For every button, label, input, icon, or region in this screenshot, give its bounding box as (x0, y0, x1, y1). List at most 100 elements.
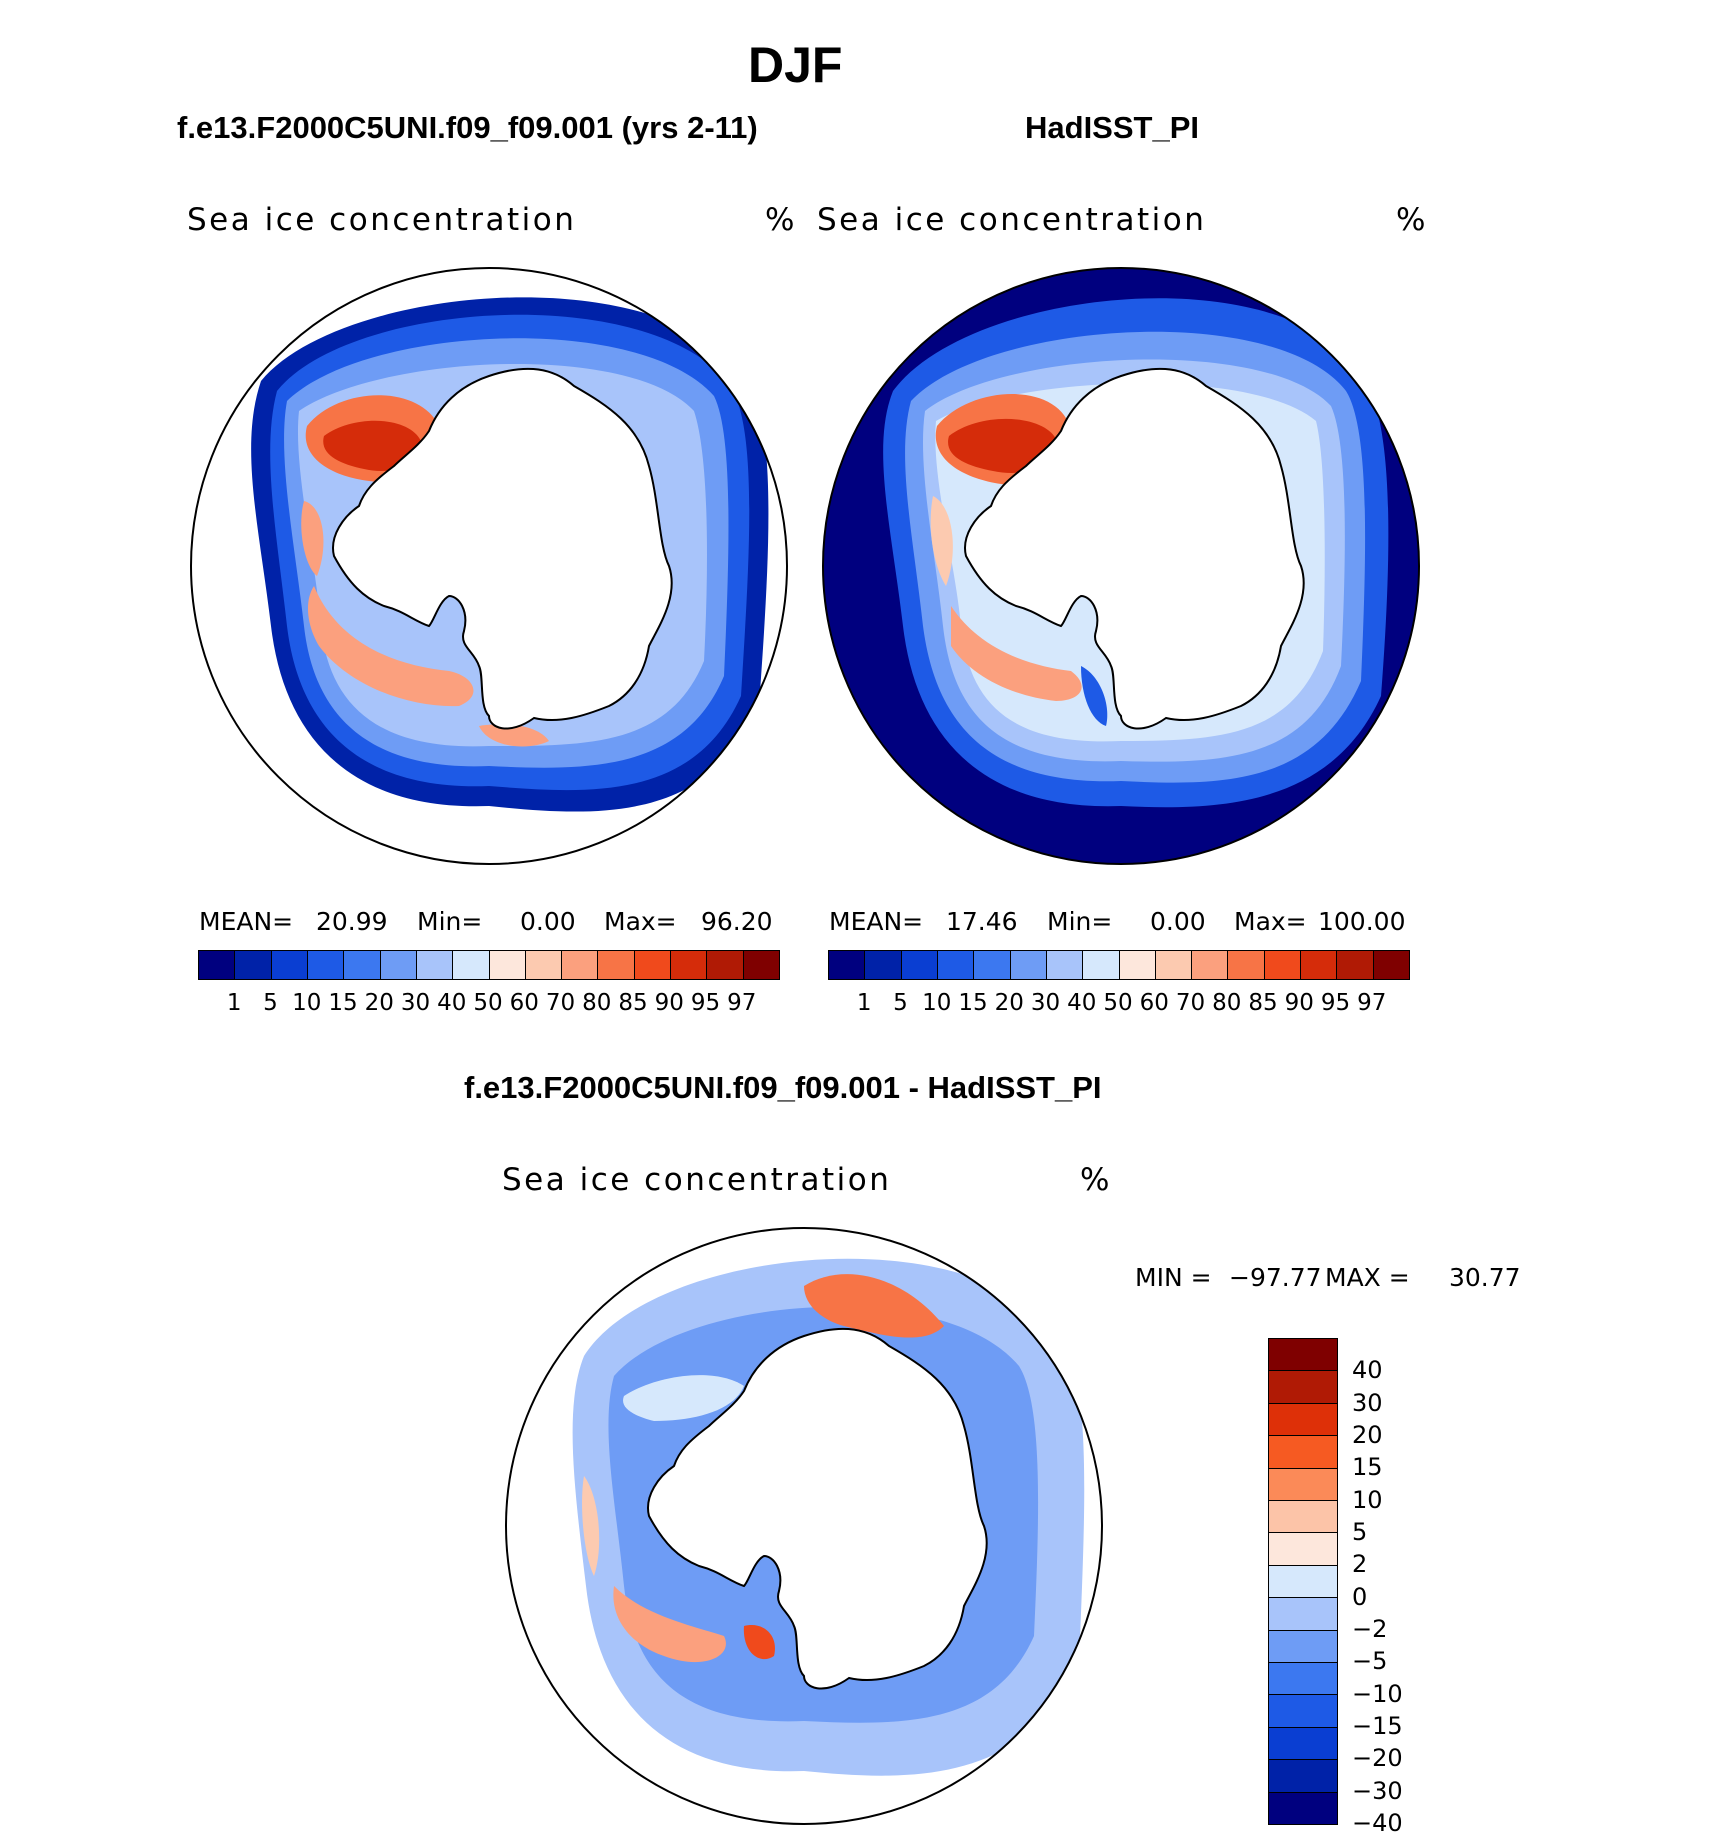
diff-ross-positive (613, 1586, 726, 1663)
colorbar-tick-label: −10 (1352, 1679, 1403, 1708)
colorbar-tick-label: 40 (1067, 990, 1097, 1016)
colorbar-segment (671, 951, 708, 979)
panel-2-title: HadISST_PI (1025, 110, 1199, 145)
colorbar-segment (865, 951, 902, 979)
colorbar-segment (453, 951, 490, 979)
east-coast-ice (479, 724, 549, 747)
colorbar-tick-label: −15 (1352, 1712, 1403, 1740)
panel-2-max-label: Max= (1234, 907, 1307, 936)
colorbar-segment (1119, 951, 1156, 979)
panel-3-max-label: MAX = (1325, 1263, 1410, 1292)
colorbar-segment (1269, 1760, 1337, 1793)
colorbar-segment (1228, 951, 1265, 979)
colorbar-segment (235, 951, 272, 979)
colorbar-segment (525, 951, 563, 979)
colorbar-segment (1046, 951, 1084, 979)
colorbar-tick-label: 10 (292, 990, 322, 1016)
panel-1-min-label: Min= (417, 907, 483, 936)
panel-3-max-value: 30.77 (1449, 1263, 1521, 1292)
colorbar-tick-label: 40 (437, 990, 467, 1016)
colorbar-tick-label: 10 (1352, 1485, 1383, 1514)
colorbar-tick-label: 0 (1352, 1582, 1368, 1611)
weddell-core (948, 418, 1058, 473)
colorbar-tick-label: 97 (727, 990, 757, 1016)
colorbar-segment (1269, 1630, 1337, 1664)
colorbar-tick-label: 90 (1284, 990, 1314, 1016)
colorbar-tick-label: 95 (690, 990, 721, 1016)
colorbar-segment (937, 951, 975, 979)
colorbar-segment (307, 951, 345, 979)
colorbar-segment (1264, 951, 1302, 979)
panel-1-colorbar (198, 950, 780, 980)
panel-1-max-value: 96.20 (701, 907, 773, 936)
antarctica (964, 367, 1305, 730)
diff-weddell-neutral (623, 1375, 744, 1421)
colorbar-segment (1269, 1792, 1337, 1825)
panel-2-colorbar-ticks: 1 5 10 15 20 30 40 50 60 70 80 85 90 95 97 (828, 990, 1408, 1020)
panel-2-field-label: Sea ice concentration (817, 202, 1207, 238)
colorbar-tick-label: 70 (1175, 990, 1206, 1016)
panel-2-polar-map (822, 267, 1420, 865)
colorbar-segment (901, 951, 938, 979)
colorbar-tick-label: 50 (1103, 990, 1133, 1016)
panel-1-max-label: Max= (604, 907, 677, 936)
ross-ice-shelf-gap (1081, 666, 1108, 726)
panel-3-min-label: MIN = (1135, 1263, 1212, 1292)
colorbar-segment (1269, 1403, 1337, 1437)
colorbar-segment (1269, 1695, 1337, 1728)
colorbar-segment (743, 951, 779, 979)
panel-3-colorbar-ticks: 40 30 20 15 10 5 2 0 −2 −5 −10 −15 −20 −30 −40 (1352, 1338, 1432, 1837)
panel-3-polar-map (505, 1227, 1103, 1825)
colorbar-segment (1269, 1533, 1337, 1566)
colorbar-tick-label: 85 (1248, 990, 1278, 1016)
panel-3-title: f.e13.F2000C5UNI.f09_f09.001 - HadISST_P… (464, 1070, 1102, 1105)
ross-sea-ice (307, 586, 474, 707)
panel-2-mean-label: MEAN= (829, 907, 924, 936)
colorbar-segment (380, 951, 417, 979)
panel-1-mean-value: 20.99 (316, 907, 388, 936)
panel-1-colorbar-ticks: 1 5 10 15 20 30 40 50 60 70 80 85 90 95 97 (198, 990, 778, 1020)
amundsen-ice (301, 501, 324, 576)
colorbar-tick-label: 2 (1352, 1550, 1368, 1579)
colorbar-segment (1269, 1598, 1337, 1631)
colorbar-tick-label: 60 (509, 990, 539, 1016)
colorbar-tick-label: 20 (1352, 1421, 1383, 1449)
colorbar-tick-label: 90 (654, 990, 684, 1016)
colorbar-tick-label: 5 (893, 990, 908, 1016)
diff-north-positive (804, 1274, 944, 1338)
colorbar-tick-label: 10 (922, 990, 952, 1016)
colorbar-tick-label: 85 (618, 990, 648, 1016)
panel-1-units: % (765, 202, 797, 238)
panel-1-min-value: 0.00 (520, 907, 576, 936)
colorbar-tick-label: 30 (1030, 990, 1061, 1016)
weddell-core (323, 420, 422, 471)
colorbar-tick-label: −30 (1352, 1776, 1403, 1805)
colorbar-segment (598, 951, 635, 979)
colorbar-tick-label: 30 (1352, 1388, 1383, 1417)
panel-2-max-value: 100.00 (1318, 907, 1406, 936)
colorbar-tick-label: 40 (1352, 1356, 1383, 1385)
colorbar-segment (1010, 951, 1047, 979)
colorbar-tick-label: −2 (1352, 1615, 1388, 1643)
colorbar-segment (1269, 1339, 1337, 1372)
colorbar-segment (199, 951, 236, 979)
colorbar-segment (1269, 1565, 1337, 1599)
panel-3-min-value: −97.77 (1229, 1263, 1322, 1292)
colorbar-segment (1083, 951, 1120, 979)
panel-3-field-label: Sea ice concentration (502, 1162, 892, 1198)
colorbar-tick-label: 5 (1352, 1518, 1368, 1546)
colorbar-segment (1192, 951, 1229, 979)
colorbar-segment (1269, 1727, 1337, 1761)
colorbar-segment (634, 951, 672, 979)
colorbar-tick-label: 97 (1357, 990, 1387, 1016)
panel-3-colorbar (1268, 1338, 1338, 1825)
colorbar-segment (1269, 1436, 1337, 1469)
colorbar-tick-label: 80 (582, 990, 612, 1016)
colorbar-tick-label: 1 (856, 990, 872, 1016)
colorbar-segment (1155, 951, 1193, 979)
colorbar-tick-label: 20 (994, 990, 1024, 1016)
colorbar-tick-label: 70 (545, 990, 576, 1016)
diff-west-positive (582, 1476, 600, 1576)
colorbar-tick-label: 30 (400, 990, 431, 1016)
colorbar-segment (271, 951, 308, 979)
